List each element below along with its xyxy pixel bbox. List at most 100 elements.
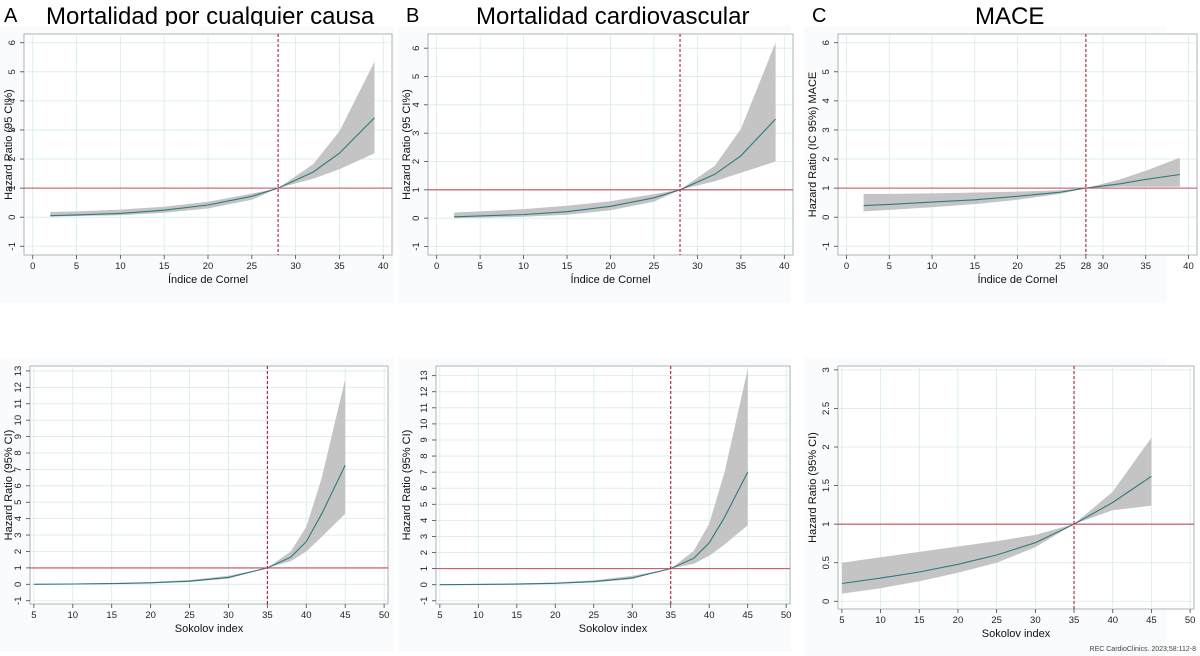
- x-tick-label: 10: [927, 261, 938, 272]
- x-tick-label: 15: [159, 261, 170, 272]
- hazard-ratio-line: [454, 118, 777, 218]
- chart-c-top: 0 5 10 15 20 25 28 30 35 40 -1 0 1 2 3 4 5 6 Índice de Cor…: [804, 26, 1198, 303]
- x-tick-label: 20: [145, 610, 156, 621]
- x-tick-label: 50: [379, 610, 390, 621]
- y-tick-label: 1.5: [821, 479, 832, 492]
- x-axis-title: Índice de Cornel: [977, 273, 1057, 286]
- x-axis-title: Índice de Cornel: [570, 273, 650, 286]
- confidence-band: [841, 437, 1152, 594]
- x-tick-label: 10: [115, 261, 126, 272]
- x-tick-label: 20: [605, 261, 616, 272]
- chart-a-top: 0 5 10 15 20 25 30 35 40 -1 0 1 2 3 4 5 6 Índice de Corne…: [0, 26, 394, 303]
- x-tick-label: 25: [1055, 261, 1066, 272]
- y-tick-label: 6: [821, 40, 832, 45]
- x-tick-label: 5: [477, 261, 482, 272]
- confidence-band: [50, 61, 375, 217]
- x-tick-label: 15: [106, 610, 117, 621]
- x-tick-label: 5: [887, 261, 892, 272]
- x-tick-label: 20: [203, 261, 214, 272]
- hazard-ratio-line: [841, 475, 1152, 585]
- y-tick-label: 0: [821, 599, 832, 604]
- y-tick-label: 2: [411, 159, 422, 164]
- y-tick-label: 4: [7, 98, 18, 103]
- hazard-ratio-line: [863, 173, 1180, 207]
- y-tick-label: -1: [7, 242, 18, 250]
- x-tick-label: 15: [512, 610, 523, 621]
- x-tick-label: 40: [1107, 615, 1118, 626]
- y-tick-label: 1: [13, 565, 24, 570]
- x-tick-label: 0: [844, 261, 849, 272]
- panel-letter-c: C: [812, 5, 826, 27]
- x-tick-label: 45: [1146, 615, 1157, 626]
- x-axis-title: Sokolov index: [579, 623, 648, 635]
- y-tick-label: 5: [411, 74, 422, 79]
- y-tick-label: 10: [13, 415, 24, 426]
- y-tick-label: 13: [419, 370, 430, 381]
- y-tick-label: 3: [13, 532, 24, 537]
- y-tick-label: 2.5: [821, 402, 832, 415]
- y-tick-label: -1: [419, 597, 430, 605]
- x-tick-label: 15: [562, 261, 573, 272]
- y-axis-title: Hazard Ratio (95 CI%): [3, 89, 15, 200]
- y-tick-label: 11: [13, 399, 24, 409]
- y-axis-title: Hazard Ratio (95% CI): [807, 432, 819, 543]
- x-tick-label: 45: [340, 610, 351, 621]
- y-axis-title: Hazard Ratio (95% CI): [401, 430, 413, 541]
- x-tick-label: 10: [473, 610, 484, 621]
- y-tick-label: 4: [13, 516, 24, 521]
- y-tick-label: 3: [419, 534, 430, 539]
- x-tick-label: 15: [969, 261, 980, 272]
- x-axis-title: Sokolov index: [982, 628, 1051, 640]
- x-tick-label: 35: [665, 610, 676, 621]
- x-tick-label: 35: [1069, 615, 1080, 626]
- y-tick-label: 3: [411, 131, 422, 136]
- y-tick-label: 3: [821, 127, 832, 132]
- y-tick-label: 7: [13, 467, 24, 472]
- y-tick-label: 12: [419, 386, 430, 397]
- y-tick-label: 8: [13, 450, 24, 455]
- y-tick-label: 13: [13, 366, 24, 377]
- y-tick-label: 11: [419, 403, 430, 413]
- x-tick-label: 45: [742, 610, 753, 621]
- y-tick-label: 5: [419, 502, 430, 507]
- y-tick-label: 0: [13, 582, 24, 587]
- chart-c-bottom: 5 10 15 20 25 30 35 40 45 50 0 0.5 1 1.5 2 2.5 3 Sokolov …: [804, 358, 1195, 656]
- y-tick-label: 5: [13, 500, 24, 505]
- x-tick-label: 50: [1185, 615, 1196, 626]
- source-note: REC CardioClinics. 2023;58:112-8: [1090, 646, 1197, 653]
- x-tick-label: 10: [518, 261, 529, 272]
- panel-title-c: MACE: [975, 3, 1044, 30]
- x-tick-label: 5: [839, 615, 844, 626]
- y-tick-label: -1: [13, 596, 24, 604]
- panel-letter-b: B: [406, 5, 419, 27]
- x-tick-label: 0: [434, 261, 439, 272]
- y-tick-label: 4: [821, 98, 832, 103]
- y-tick-label: 1: [419, 566, 430, 571]
- y-tick-label: 5: [821, 69, 832, 74]
- x-tick-label: 15: [914, 615, 925, 626]
- y-tick-label: 2: [419, 550, 430, 555]
- hazard-ratio-line: [50, 117, 375, 217]
- y-tick-label: 0: [419, 582, 430, 587]
- x-tick-label: 5: [74, 261, 79, 272]
- x-tick-label: 40: [378, 261, 389, 272]
- chart-b-top: 0 5 10 15 20 25 30 35 40 -1 0 1 2 3 4 5 6 Índice de Corne…: [398, 26, 794, 303]
- x-tick-label: 0: [30, 261, 35, 272]
- x-tick-label: 20: [550, 610, 561, 621]
- y-tick-label: 2: [7, 156, 18, 161]
- x-tick-label: 40: [779, 261, 790, 272]
- y-tick-label: 1: [821, 185, 832, 190]
- y-tick-label: 7: [419, 469, 430, 474]
- x-tick-label: 40: [301, 610, 312, 621]
- x-tick-label: 25: [184, 610, 195, 621]
- y-tick-label: 6: [419, 486, 430, 491]
- x-tick-label: 28: [1081, 261, 1092, 272]
- y-tick-label: 3: [7, 127, 18, 132]
- confidence-band: [863, 157, 1180, 212]
- x-tick-label: 25: [588, 610, 599, 621]
- x-tick-label: 35: [334, 261, 345, 272]
- x-tick-label: 50: [781, 610, 792, 621]
- y-tick-label: 1: [411, 187, 422, 192]
- x-tick-label: 30: [223, 610, 234, 621]
